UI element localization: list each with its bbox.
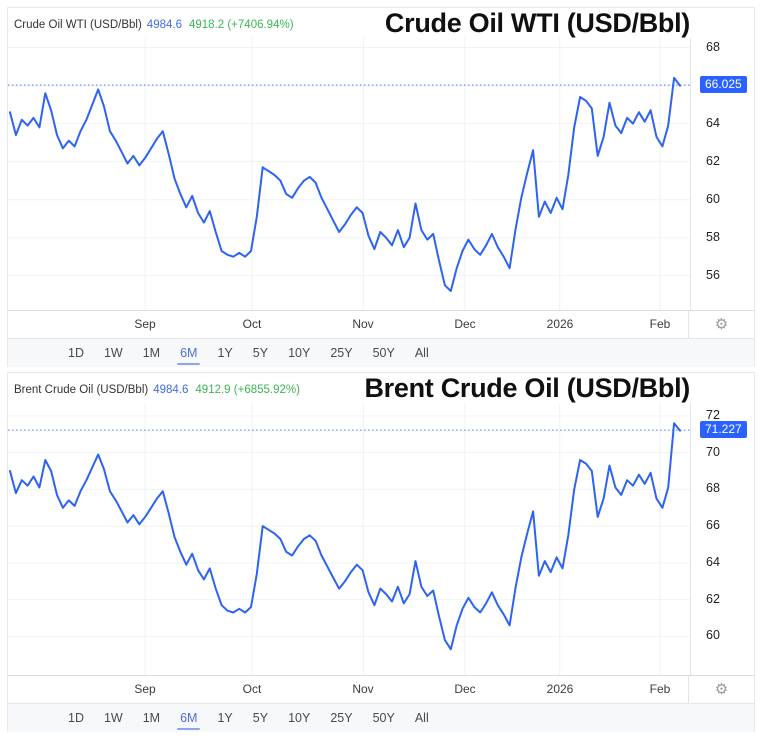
x-axis-label: Dec: [454, 682, 476, 696]
brent-range-toolbar: 1D 1W 1M 6M 1Y 5Y 10Y 25Y 50Y All: [8, 703, 754, 732]
brent-chart-panel: Brent Crude Oil (USD/Bbl) 4984.6 4912.9 (+…: [7, 372, 755, 732]
x-axis-label: Oct: [242, 682, 262, 696]
x-axis-label: Sep: [134, 682, 156, 696]
brent-price-value: 4984.6: [153, 384, 189, 396]
chart-svg: [8, 403, 690, 675]
range-button-6m[interactable]: 6M: [170, 704, 207, 732]
range-button-1y[interactable]: 1Y: [217, 346, 233, 360]
y-axis-label: 62: [706, 153, 720, 168]
x-axis-label: Nov: [352, 682, 374, 696]
wti-plot-area[interactable]: [8, 38, 690, 310]
wti-chart-panel: Crude Oil WTI (USD/Bbl) 4984.6 4918.2 (+74…: [7, 7, 755, 367]
range-button-1w[interactable]: 1W: [103, 346, 123, 360]
x-axis-label: Feb: [649, 682, 671, 696]
y-axis-label: 60: [706, 191, 720, 206]
y-axis-label: 58: [706, 229, 720, 244]
y-axis-label: 56: [706, 267, 720, 282]
x-axis-label: 2026: [546, 682, 574, 696]
price-line: [9, 76, 681, 292]
brent-instrument-label: Brent Crude Oil (USD/Bbl): [14, 384, 149, 396]
y-axis-label: 64: [706, 115, 720, 130]
range-button-1w[interactable]: 1W: [103, 711, 123, 725]
x-axis-label: Feb: [649, 317, 671, 331]
x-axis-label: Oct: [242, 317, 262, 331]
range-button-25y[interactable]: 25Y: [330, 346, 353, 360]
range-button-1y[interactable]: 1Y: [217, 711, 233, 725]
x-axis-label: Sep: [134, 317, 156, 331]
range-button-6m[interactable]: 6M: [170, 339, 207, 367]
x-axis-label: 2026: [546, 317, 574, 331]
y-axis-label: 70: [706, 444, 720, 459]
range-button-1d[interactable]: 1D: [68, 346, 84, 360]
range-button-1m[interactable]: 1M: [142, 346, 161, 360]
range-button-all[interactable]: All: [414, 711, 429, 725]
range-button-5y[interactable]: 5Y: [252, 711, 269, 725]
y-axis-label: 64: [706, 554, 720, 569]
wti-y-axis[interactable]: 56 58 60 62 64 68 66.025: [690, 38, 755, 310]
brent-chart-header: Brent Crude Oil (USD/Bbl) 4984.6 4912.9 (+…: [8, 373, 754, 403]
wti-instrument-label: Crude Oil WTI (USD/Bbl): [14, 19, 142, 31]
x-axis-label: Nov: [352, 317, 374, 331]
wti-chart-header: Crude Oil WTI (USD/Bbl) 4984.6 4918.2 (+74…: [8, 8, 754, 38]
range-button-25y[interactable]: 25Y: [330, 711, 353, 725]
settings-gear-icon[interactable]: ⚙: [714, 316, 729, 333]
brent-change-value: 4912.9 (+6855.92%): [195, 384, 300, 396]
range-button-50y[interactable]: 50Y: [372, 346, 395, 360]
wti-change-value: 4918.2 (+7406.94%): [188, 19, 294, 31]
wti-x-axis[interactable]: ⚙ Sep Oct Nov Dec 2026 Feb: [8, 310, 754, 338]
brent-meta: Brent Crude Oil (USD/Bbl) 4984.6 4912.9 (+…: [14, 384, 300, 396]
price-line: [9, 422, 681, 651]
y-axis-label: 60: [706, 628, 720, 643]
range-button-1d[interactable]: 1D: [68, 711, 84, 725]
wti-meta: Crude Oil WTI (USD/Bbl) 4984.6 4918.2 (+74…: [14, 19, 294, 31]
brent-plot-row: 60 62 64 66 68 70 72 71.227: [8, 403, 754, 675]
brent-x-axis[interactable]: ⚙ Sep Oct Nov Dec 2026 Feb: [8, 675, 754, 703]
x-axis-label: Dec: [454, 317, 476, 331]
wti-range-toolbar: 1D 1W 1M 6M 1Y 5Y 10Y 25Y 50Y All: [8, 338, 754, 367]
range-button-10y[interactable]: 10Y: [288, 346, 311, 360]
y-axis-label: 62: [706, 591, 720, 606]
wti-price-value: 4984.6: [146, 19, 182, 31]
y-axis-label: 66: [706, 518, 720, 533]
chart-svg: [8, 38, 690, 310]
range-button-10y[interactable]: 10Y: [288, 711, 311, 725]
last-price-badge: 71.227: [700, 421, 747, 439]
y-axis-label: 68: [706, 481, 720, 496]
range-button-1m[interactable]: 1M: [142, 711, 161, 725]
range-button-all[interactable]: All: [414, 346, 429, 360]
brent-y-axis[interactable]: 60 62 64 66 68 70 72 71.227: [690, 403, 755, 675]
wti-page-title: Crude Oil WTI (USD/Bbl): [384, 8, 690, 38]
last-price-badge: 66.025: [700, 76, 747, 94]
wti-plot-row: 56 58 60 62 64 68 66.025: [8, 38, 754, 310]
range-button-5y[interactable]: 5Y: [252, 346, 269, 360]
brent-axis-corner: ⚙: [688, 676, 754, 703]
y-axis-label: 72: [706, 407, 720, 422]
wti-axis-corner: ⚙: [688, 311, 754, 338]
settings-gear-icon[interactable]: ⚙: [714, 681, 729, 698]
y-axis-label: 68: [706, 39, 720, 54]
brent-plot-area[interactable]: [8, 403, 690, 675]
range-button-50y[interactable]: 50Y: [372, 711, 395, 725]
brent-page-title: Brent Crude Oil (USD/Bbl): [364, 373, 690, 403]
